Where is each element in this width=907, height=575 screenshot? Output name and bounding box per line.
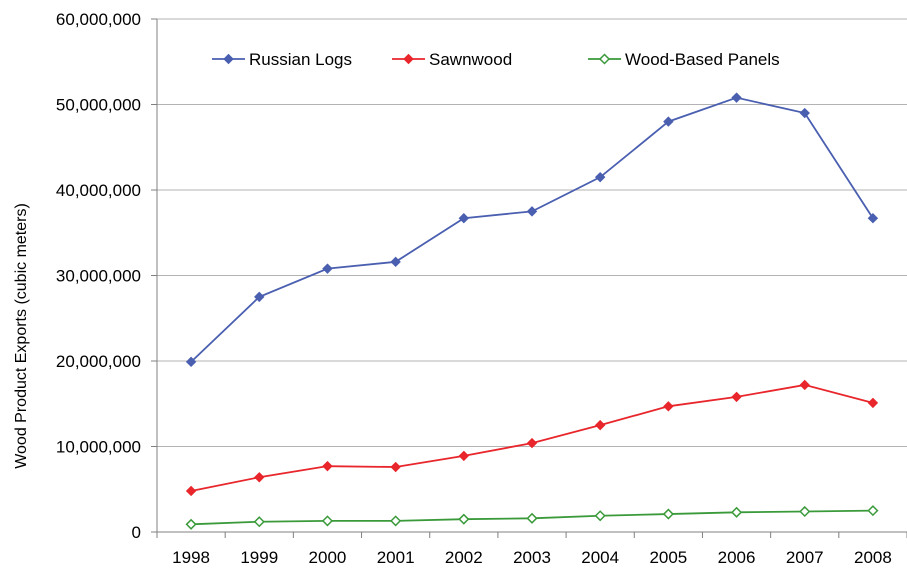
y-axis-title: Wood Product Exports (cubic meters) (13, 203, 30, 469)
data-point-russian-logs (731, 92, 742, 103)
data-point-wood-based-panels (867, 505, 879, 517)
data-point-wood-based-panels (730, 506, 743, 518)
legend-label: Russian Logs (249, 50, 352, 69)
data-point-wood-based-panels (185, 518, 197, 530)
data-point-russian-logs (322, 263, 333, 274)
x-tick-label: 2007 (786, 548, 824, 567)
x-tick-label: 2004 (581, 548, 619, 567)
data-point-sawnwood (799, 379, 810, 391)
y-tick-labels: 0 10,000,000 20,000,000 30,000,000 40,000,00… (56, 10, 141, 542)
data-point-wood-based-panels (390, 515, 402, 527)
data-point-wood-based-panels (526, 512, 538, 524)
y-tick-label: 10,000,000 (56, 438, 141, 457)
data-point-sawnwood (526, 437, 538, 449)
series-lines (185, 92, 879, 530)
data-point-russian-logs (526, 206, 538, 217)
data-point-wood-based-panels (321, 515, 334, 527)
data-point-sawnwood (254, 472, 265, 483)
y-tick-label: 0 (132, 523, 141, 542)
data-point-russian-logs (458, 213, 470, 224)
series-line-russian-logs (190, 96, 874, 363)
data-point-russian-logs (390, 256, 401, 268)
data-point-russian-logs (663, 116, 674, 127)
x-tick-labels: 1998 1999 2000 2001 2002 2003 2004 2005 2006 2007… (172, 548, 892, 567)
data-point-sawnwood (663, 401, 674, 412)
gridlines (157, 18, 907, 447)
data-point-russian-logs (867, 213, 879, 224)
series-russian-logs (185, 92, 879, 368)
legend-marker (598, 53, 611, 65)
y-tick-label: 50,000,000 (56, 96, 141, 115)
x-tick-label: 2003 (513, 548, 551, 567)
data-point-sawnwood (867, 397, 879, 409)
data-point-russian-logs (594, 171, 606, 183)
legend-marker (403, 53, 414, 65)
x-tick-label: 2000 (309, 548, 347, 567)
data-point-sawnwood (390, 461, 401, 473)
data-point-sawnwood (185, 485, 197, 497)
y-tick-label: 40,000,000 (56, 181, 141, 200)
data-point-sawnwood (731, 391, 742, 403)
legend-marker (223, 53, 234, 65)
x-tick-label: 1998 (172, 548, 210, 567)
x-tick-label: 2008 (854, 548, 892, 567)
data-point-wood-based-panels (594, 510, 606, 522)
legend-label: Sawnwood (429, 50, 512, 69)
x-tick-label: 2005 (649, 548, 687, 567)
data-point-sawnwood (458, 450, 470, 462)
series-wood-based-panels (185, 505, 879, 530)
data-point-russian-logs (254, 291, 265, 303)
y-tick-label: 30,000,000 (56, 267, 141, 286)
data-point-sawnwood (594, 419, 606, 431)
x-tick-label: 2006 (718, 548, 756, 567)
legend-item-sawnwood: Sawnwood (392, 50, 512, 69)
x-tick-label: 1999 (240, 548, 278, 567)
y-tick-label: 20,000,000 (56, 352, 141, 371)
legend-item-russian-logs: Russian Logs (212, 50, 352, 69)
data-point-wood-based-panels (458, 513, 470, 525)
x-tick-label: 2002 (445, 548, 483, 567)
y-tick-label: 60,000,000 (56, 10, 141, 29)
data-point-wood-based-panels (799, 505, 811, 518)
legend-label: Wood-Based Panels (625, 50, 780, 69)
data-point-russian-logs (185, 356, 197, 368)
axes (151, 18, 907, 538)
data-point-russian-logs (799, 107, 810, 119)
series-sawnwood (185, 379, 879, 497)
x-tick-label: 2001 (377, 548, 415, 567)
data-point-sawnwood (322, 460, 333, 472)
legend-item-wood-based-panels: Wood-Based Panels (588, 50, 780, 69)
legend: Russian Logs Sawnwood Wood-Based Panels (212, 50, 780, 69)
data-point-wood-based-panels (253, 516, 265, 528)
data-point-wood-based-panels (662, 508, 674, 520)
